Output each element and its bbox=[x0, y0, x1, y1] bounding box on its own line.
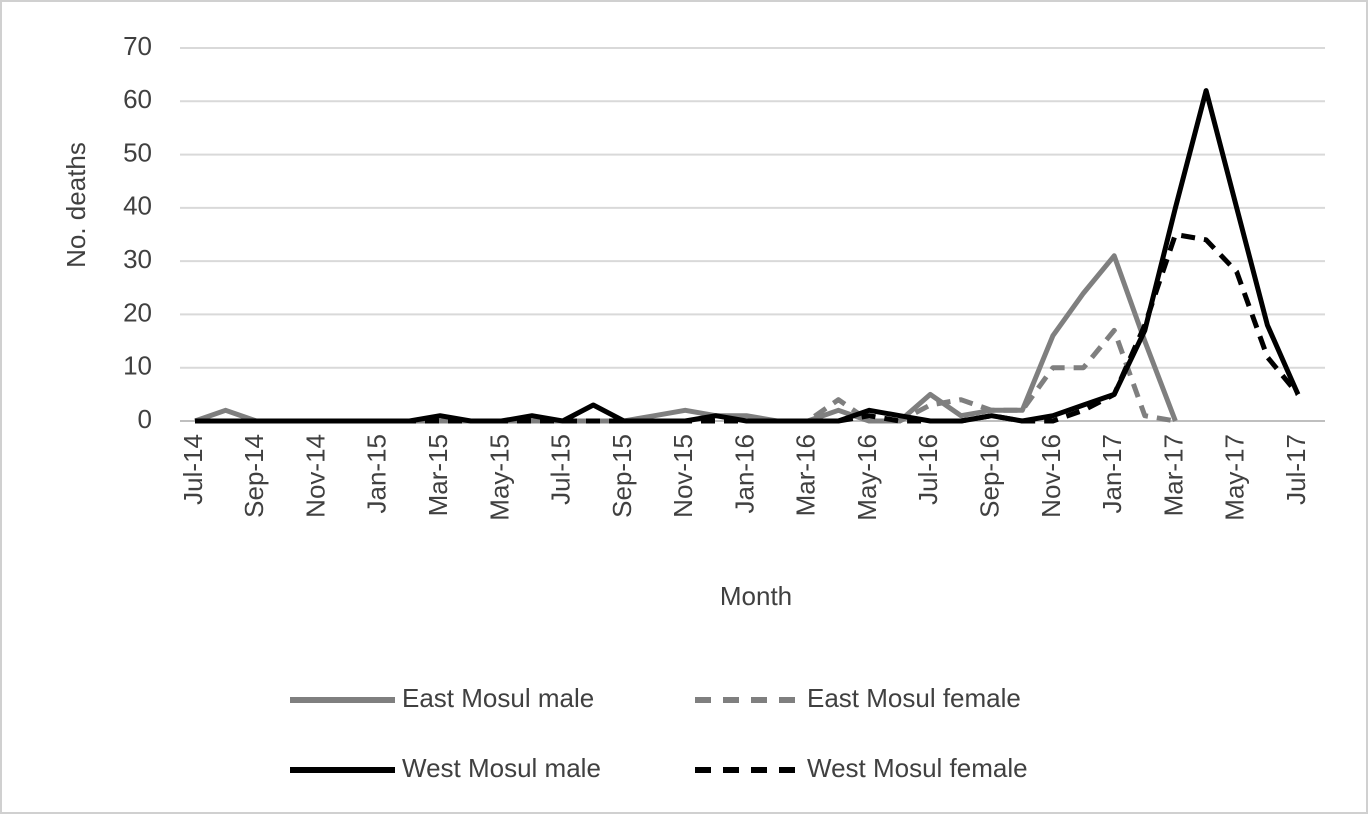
x-tick-label: Mar-17 bbox=[1158, 434, 1188, 516]
x-tick-label: Sep-16 bbox=[974, 434, 1004, 518]
y-tick-label: 40 bbox=[123, 191, 152, 221]
x-tick-label: Jul-14 bbox=[178, 434, 208, 505]
x-tick-label: Nov-15 bbox=[668, 434, 698, 518]
y-axis-label: No. deaths bbox=[61, 142, 91, 268]
y-tick-label: 20 bbox=[123, 297, 152, 327]
legend-label: West Mosul male bbox=[402, 753, 601, 783]
x-tick-label: May-17 bbox=[1220, 434, 1250, 521]
x-axis-label: Month bbox=[720, 581, 792, 611]
y-tick-label: 70 bbox=[123, 31, 152, 61]
legend-label: East Mosul male bbox=[402, 683, 594, 713]
x-tick-label: Sep-15 bbox=[607, 434, 637, 518]
y-tick-label: 10 bbox=[123, 351, 152, 381]
y-tick-label: 60 bbox=[123, 84, 152, 114]
x-tick-label: May-16 bbox=[852, 434, 882, 521]
x-tick-label: Jul-15 bbox=[546, 434, 576, 505]
x-tick-label: Mar-15 bbox=[423, 434, 453, 516]
series-line bbox=[195, 232, 1300, 424]
x-tick-label: May-15 bbox=[484, 434, 514, 521]
x-tick-label: Jan-16 bbox=[729, 434, 759, 514]
y-tick-label: 0 bbox=[138, 404, 152, 434]
x-tick-label: Jul-17 bbox=[1281, 434, 1311, 505]
x-tick-label: Jan-17 bbox=[1097, 434, 1127, 514]
y-tick-label: 50 bbox=[123, 137, 152, 167]
y-tick-label: 30 bbox=[123, 244, 152, 274]
x-tick-label: Jan-15 bbox=[362, 434, 392, 514]
legend-label: West Mosul female bbox=[807, 753, 1028, 783]
x-tick-label: Jul-16 bbox=[913, 434, 943, 505]
x-tick-label: Mar-16 bbox=[791, 434, 821, 516]
x-tick-label: Nov-16 bbox=[1036, 434, 1066, 518]
x-tick-label: Sep-14 bbox=[239, 434, 269, 518]
legend-label: East Mosul female bbox=[807, 683, 1021, 713]
x-tick-label: Nov-14 bbox=[300, 434, 330, 518]
